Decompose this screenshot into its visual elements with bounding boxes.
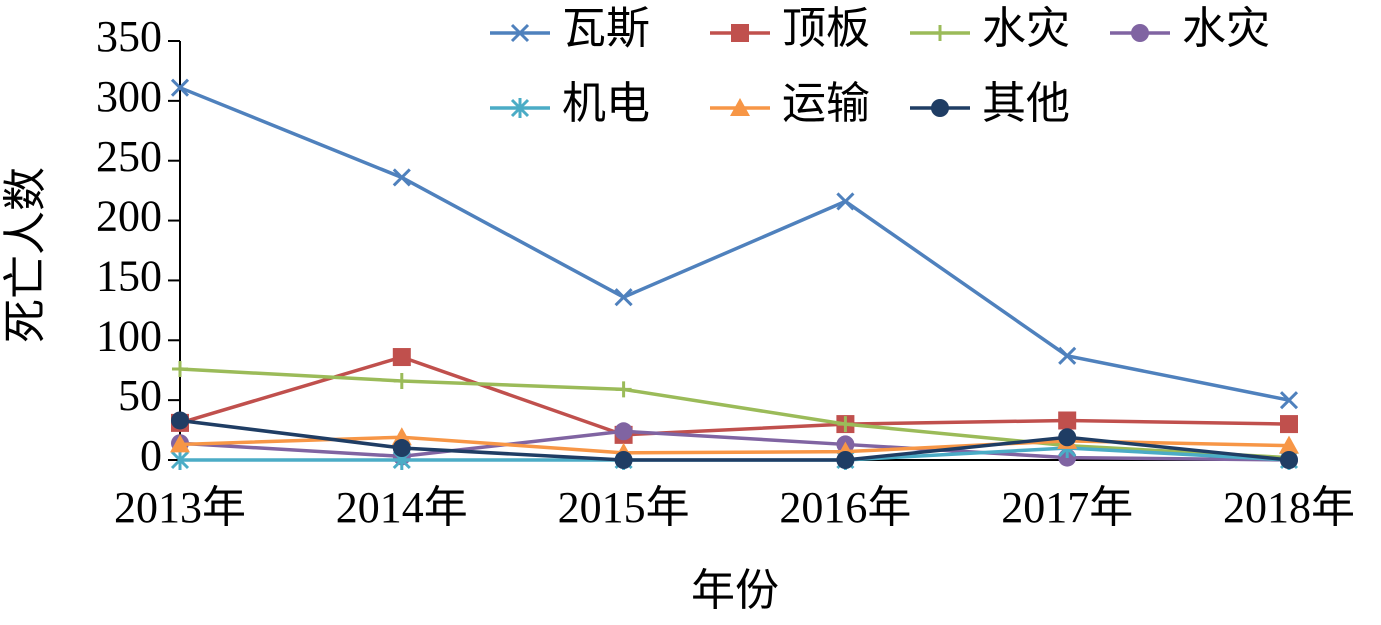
y-tick-label: 0 <box>140 431 162 480</box>
marker-shape <box>392 168 411 187</box>
y-tick-label: 150 <box>96 252 162 301</box>
series-line <box>179 355 1290 437</box>
series-line <box>179 86 1290 402</box>
x-tick-label: 2014年 <box>336 483 468 532</box>
marker <box>1280 451 1298 469</box>
marker-shape <box>614 451 633 469</box>
marker-shape <box>1058 428 1077 447</box>
marker-shape <box>836 192 855 211</box>
x-tick-label: 2018年 <box>1223 483 1355 532</box>
x-tick-label: 2016年 <box>779 483 911 532</box>
marker-shape <box>393 372 410 389</box>
marker-shape <box>1131 24 1149 42</box>
marker <box>836 451 855 469</box>
marker <box>170 434 190 453</box>
x-tick-label: 2015年 <box>558 483 690 532</box>
legend-label: 其他 <box>982 79 1070 128</box>
marker <box>392 348 411 367</box>
marker-shape <box>932 25 948 41</box>
marker-shape <box>836 451 855 469</box>
marker-shape <box>392 439 411 458</box>
y-tick-label: 50 <box>118 371 162 420</box>
y-tick-label: 200 <box>96 192 162 241</box>
marker-shape <box>172 361 188 378</box>
marker-shape <box>171 411 189 430</box>
marker-shape <box>1279 391 1299 410</box>
legend-marker <box>1131 24 1149 42</box>
y-tick-label: 250 <box>96 132 162 181</box>
x-tick-label: 2013年 <box>114 483 246 532</box>
marker-shape <box>170 434 190 453</box>
marker-shape <box>1058 346 1077 365</box>
marker-shape <box>170 450 190 470</box>
marker-shape <box>1279 435 1299 454</box>
legend-marker <box>932 25 948 41</box>
marker-shape <box>392 348 411 367</box>
marker-shape <box>1280 451 1298 469</box>
marker-shape <box>731 24 749 42</box>
marker <box>170 78 190 97</box>
y-tick-label: 350 <box>96 12 162 61</box>
marker <box>1058 411 1077 430</box>
y-tick-label: 300 <box>96 72 162 121</box>
marker <box>614 451 633 469</box>
marker <box>172 361 188 378</box>
marker-shape <box>730 98 750 116</box>
marker <box>1279 391 1299 410</box>
x-axis-title: 年份 <box>691 566 779 615</box>
legend-marker <box>510 23 530 43</box>
marker <box>1279 435 1299 454</box>
x-tick-label: 2017年 <box>1001 483 1133 532</box>
marker-shape <box>615 381 632 398</box>
legend-marker <box>730 98 750 116</box>
marker-shape <box>1280 415 1298 434</box>
marker <box>836 192 855 211</box>
y-axis-title: 死亡人数 <box>1 167 50 343</box>
marker <box>393 372 410 389</box>
marker-shape <box>614 288 633 307</box>
legend-label: 水灾 <box>982 4 1070 53</box>
marker <box>614 288 633 307</box>
marker <box>171 411 189 430</box>
marker-shape <box>931 99 949 117</box>
marker <box>392 168 411 187</box>
marker-shape <box>837 416 854 433</box>
legend-marker <box>510 98 530 118</box>
marker <box>170 450 190 470</box>
marker-shape <box>170 78 190 97</box>
marker <box>392 439 411 458</box>
marker <box>614 422 633 441</box>
marker <box>1280 415 1298 434</box>
marker-shape <box>510 23 530 43</box>
legend-marker <box>731 24 749 42</box>
legend-label: 水灾 <box>1182 4 1270 53</box>
marker <box>615 381 632 398</box>
y-tick-label: 100 <box>96 311 162 360</box>
marker-shape <box>1058 411 1077 430</box>
series-line <box>179 367 1290 460</box>
legend-label: 顶板 <box>782 4 870 53</box>
legend-label: 机电 <box>562 79 650 128</box>
marker-shape <box>614 422 633 441</box>
series-line <box>179 429 1290 462</box>
marker-shape <box>510 98 530 118</box>
legend-label: 运输 <box>782 79 870 128</box>
marker <box>837 416 854 433</box>
series-line <box>179 418 1290 462</box>
marker <box>1058 346 1077 365</box>
marker <box>1058 428 1077 447</box>
legend-marker <box>931 99 949 117</box>
legend-label: 瓦斯 <box>562 4 650 53</box>
